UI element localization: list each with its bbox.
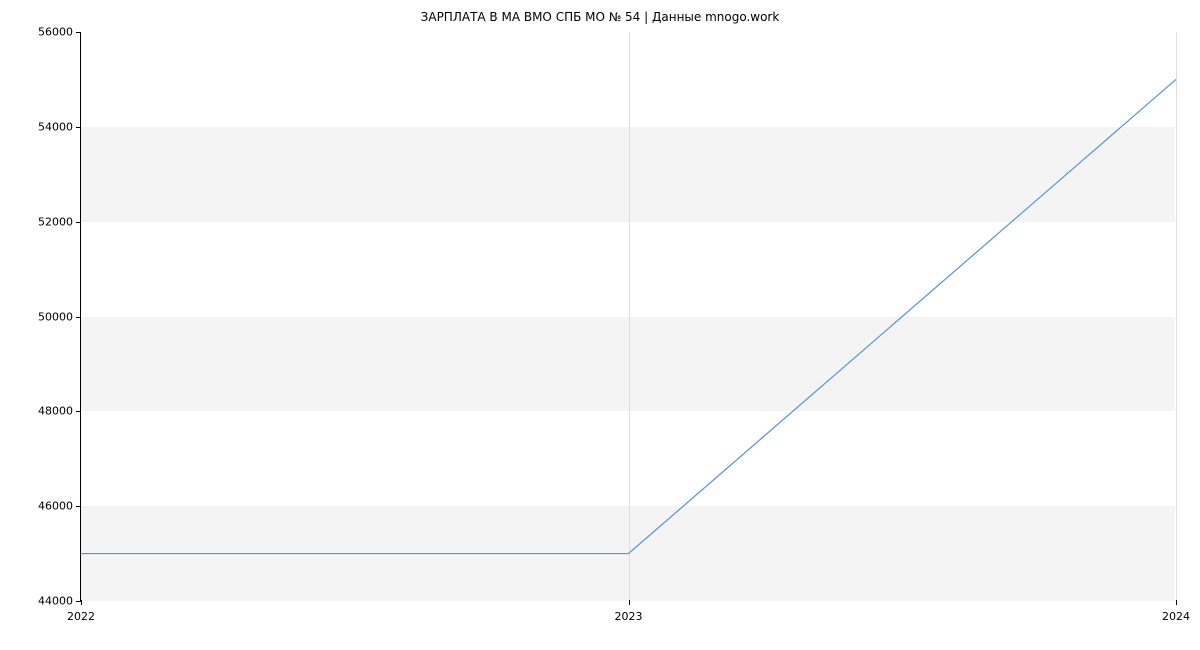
x-tick-label: 2022 [67, 610, 95, 623]
x-tick-label: 2023 [615, 610, 643, 623]
y-tick-label: 44000 [38, 595, 73, 608]
y-tick-label: 52000 [38, 215, 73, 228]
chart-title: ЗАРПЛАТА В МА ВМО СПБ МО № 54 | Данные m… [0, 10, 1200, 24]
line-layer [81, 32, 1176, 601]
y-tick-label: 54000 [38, 120, 73, 133]
series-line-salary [81, 79, 1176, 553]
y-tick-label: 50000 [38, 310, 73, 323]
x-tick-mark [1176, 600, 1177, 605]
y-tick-label: 56000 [38, 26, 73, 39]
y-tick-label: 46000 [38, 500, 73, 513]
x-tick-label: 2024 [1162, 610, 1190, 623]
y-tick-label: 48000 [38, 405, 73, 418]
plot-area: 4400046000480005000052000540005600020222… [80, 32, 1175, 601]
vertical-gridline [1176, 32, 1177, 600]
